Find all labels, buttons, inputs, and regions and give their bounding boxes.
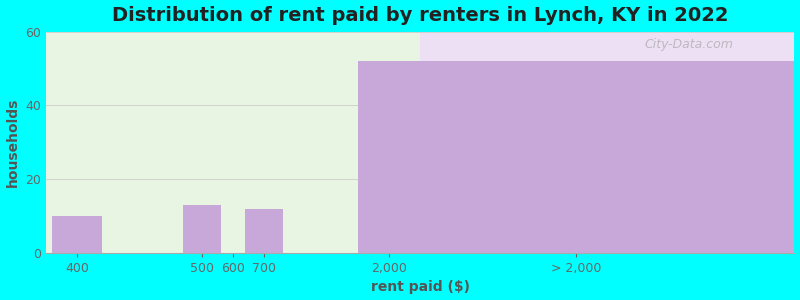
Bar	[46, 32, 420, 253]
Title: Distribution of rent paid by renters in Lynch, KY in 2022: Distribution of rent paid by renters in …	[112, 6, 728, 25]
Text: City-Data.com: City-Data.com	[645, 38, 734, 51]
Bar	[420, 32, 794, 253]
Bar	[52, 216, 102, 253]
X-axis label: rent paid ($): rent paid ($)	[370, 280, 470, 294]
Bar	[183, 205, 221, 253]
Y-axis label: households: households	[6, 98, 19, 187]
Bar	[358, 61, 794, 253]
Bar	[246, 208, 283, 253]
